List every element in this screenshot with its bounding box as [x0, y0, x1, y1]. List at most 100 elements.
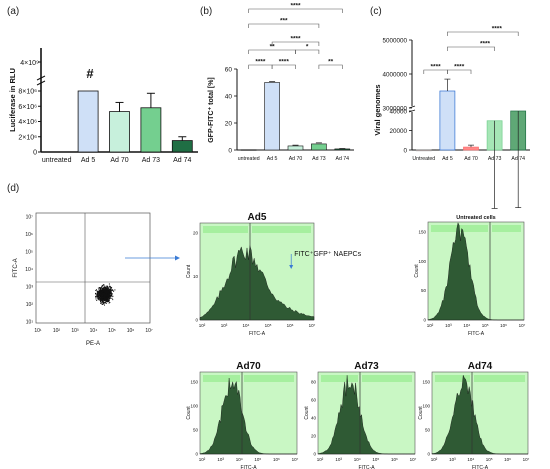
significance-bracket — [271, 64, 296, 69]
chart-a-annotation: # — [86, 66, 94, 81]
histogram-xlabel: FITC-A — [240, 465, 257, 469]
histogram-ylabel: Count — [304, 406, 310, 420]
chart-c-bar — [439, 90, 456, 151]
chart-a-category-label: Ad 70 — [110, 157, 128, 164]
histogram-xlabel: FITC-A — [472, 465, 489, 469]
histogram-curve — [199, 245, 315, 321]
chart-b-ylabel: GFP-FITC⁺ total [%] — [208, 77, 215, 143]
chart-a-category-label: Ad 74 — [173, 157, 191, 164]
significance-bracket — [447, 31, 519, 36]
chart-a-bar — [171, 140, 193, 153]
histogram-xtick-label: 10⁵ — [486, 457, 493, 462]
chart-a-bar — [109, 111, 130, 153]
chart-a-ylabel: Luciferase in RLU — [8, 68, 17, 132]
histogram-xtick-label: 10⁵ — [254, 457, 261, 462]
histogram-ylabel: Count — [414, 264, 420, 278]
histogram-title: Ad73 — [354, 361, 379, 372]
significance-bracket — [447, 46, 495, 51]
panel-letter-c: (c) — [370, 6, 382, 17]
histogram-ytick-label: 100 — [190, 404, 198, 409]
histogram-xtick-label: 10⁷ — [519, 323, 526, 328]
chart-b-bar — [334, 148, 351, 151]
chart-a-ytick-label: 0 — [33, 150, 37, 157]
chart-b-bar — [264, 82, 280, 151]
significance-label: **** — [255, 59, 266, 66]
significance-bracket — [248, 23, 320, 28]
histogram-xtick-label: 10³ — [221, 323, 228, 328]
chart-c-ytick-label: 5000000 — [382, 38, 407, 45]
chart-a-ytick-label: 2×10⁶ — [18, 134, 37, 141]
chart-b: GFP-FITC⁺ total [%] 0 20 40 60 untreated Ad … — [208, 3, 354, 162]
significance-label: **** — [492, 26, 503, 33]
histogram-ytick-label: 60 — [311, 398, 317, 403]
histogram-xtick-label: 10⁴ — [243, 323, 250, 328]
histogram-ytick-label: 0 — [313, 452, 316, 457]
chart-a-category-label: untreated — [42, 157, 72, 164]
chart-a: Luciferase in RLU 4×10⁹ # 0 2×10⁶ 4×10⁶ 6×1… — [8, 48, 198, 164]
scatter-xtick-label: 10³ — [71, 328, 79, 334]
chart-a-ytick-label: 4×10⁶ — [18, 119, 37, 126]
chart-a-bar — [77, 90, 99, 153]
scatter-xtick-label: 10² — [53, 328, 61, 334]
chart-a-bar — [140, 107, 162, 153]
histogram-ytick-label: 50 — [421, 288, 427, 293]
chart-c-category-label: Ad 70 — [464, 156, 478, 162]
histogram-title: Ad70 — [236, 361, 261, 372]
histogram-xtick-label: 10⁴ — [354, 457, 361, 462]
chart-a-category-label: Ad 5 — [81, 157, 96, 164]
histogram-ylabel: Count — [186, 264, 192, 278]
scatter-xtick-label: 10⁴ — [90, 328, 98, 334]
chart-c-bar — [415, 149, 432, 152]
significance-bracket — [248, 64, 273, 69]
histogram-xlabel: FITC-A — [358, 465, 375, 469]
histogram-ytick-label: 150 — [422, 380, 430, 385]
scatter-xtick-label: 10¹ — [34, 328, 42, 334]
scatter-xlabel: PE-A — [86, 341, 100, 347]
histogram-ytick-label: 0 — [427, 452, 430, 457]
histogram-xtick-label: 10⁴ — [236, 457, 243, 462]
histogram-ytick-label: 150 — [418, 230, 426, 235]
histogram-ytick-label: 0 — [195, 318, 198, 323]
histogram-ad70: Ad70 FITC-A Count 10² 10³ 10⁴ 10⁵ 10⁶ 10⁷ 0 50 100 1… — [186, 361, 299, 469]
scatter-ytick-label: 10³ — [26, 285, 34, 291]
histogram-ytick-label: 50 — [193, 428, 199, 433]
significance-bracket — [271, 41, 320, 46]
significance-label: **** — [279, 59, 290, 66]
histogram-title: Untreated cells — [456, 215, 495, 221]
histogram-ytick-label: 20 — [193, 231, 199, 236]
histogram-ytick-label: 20 — [311, 434, 317, 439]
significance-label: **** — [480, 41, 491, 48]
significance-label: **** — [454, 64, 465, 71]
significance-label: **** — [290, 36, 301, 43]
histogram-xtick-label: 10³ — [217, 457, 224, 462]
histogram-xtick-label: 10² — [431, 457, 438, 462]
chart-c-category-label: Ad 74 — [511, 156, 525, 162]
chart-c-category-label: Untreated — [412, 156, 435, 162]
chart-c-ytick-label: 3000000 — [382, 106, 407, 113]
histogram-xtick-label: 10⁴ — [463, 323, 470, 328]
chart-c-ytick-label: 40000 — [389, 109, 407, 116]
significance-label: ** — [270, 44, 276, 51]
histogram-xtick-label: 10⁷ — [292, 457, 299, 462]
chart-b-category-label: Ad 70 — [289, 156, 303, 162]
histogram-xtick-label: 10⁵ — [265, 323, 272, 328]
chart-b-category-label: Ad 73 — [312, 156, 326, 162]
significance-label: ** — [328, 59, 334, 66]
histogram-curve — [427, 222, 524, 321]
significance-bracket — [318, 64, 343, 69]
histogram-xtick-label: 10³ — [449, 457, 456, 462]
chart-c-ytick-label: 0 — [403, 148, 407, 155]
histogram-title: Ad74 — [468, 361, 493, 372]
histogram-annotation: FITC⁺GFP⁺ NAEPCs — [294, 251, 361, 258]
histogram-xtick-label: 10³ — [335, 457, 342, 462]
histogram-ytick-label: 100 — [422, 404, 430, 409]
scatter-xtick-label: 10⁵ — [108, 328, 116, 334]
scatter-xtick-label: 10⁶ — [127, 328, 135, 334]
histogram-xtick-label: 10⁴ — [467, 457, 474, 462]
histogram-xtick-label: 10⁶ — [273, 457, 280, 462]
scatter-ylabel: FITC-A — [13, 258, 19, 277]
chart-a-ytick-label: 6×10⁶ — [18, 104, 37, 111]
histogram-xtick-label: 10⁶ — [500, 323, 507, 328]
chart-a-category-label: Ad 73 — [142, 157, 160, 164]
